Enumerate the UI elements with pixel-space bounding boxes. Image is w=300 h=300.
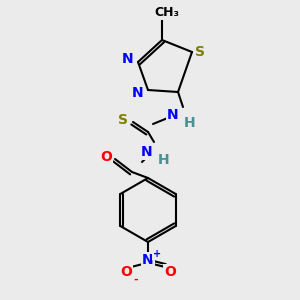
- Text: N: N: [167, 108, 179, 122]
- Text: N: N: [122, 52, 134, 66]
- Text: S: S: [195, 45, 205, 59]
- Text: H: H: [184, 116, 196, 130]
- Text: N: N: [142, 253, 154, 267]
- Text: O: O: [120, 265, 132, 279]
- Text: +: +: [153, 249, 161, 259]
- Text: N: N: [132, 86, 144, 100]
- Text: -: -: [134, 275, 138, 285]
- Text: N: N: [141, 145, 153, 159]
- Text: O: O: [164, 265, 176, 279]
- Text: S: S: [118, 113, 128, 127]
- Text: O: O: [100, 150, 112, 164]
- Text: CH₃: CH₃: [154, 5, 179, 19]
- Text: H: H: [158, 153, 170, 167]
